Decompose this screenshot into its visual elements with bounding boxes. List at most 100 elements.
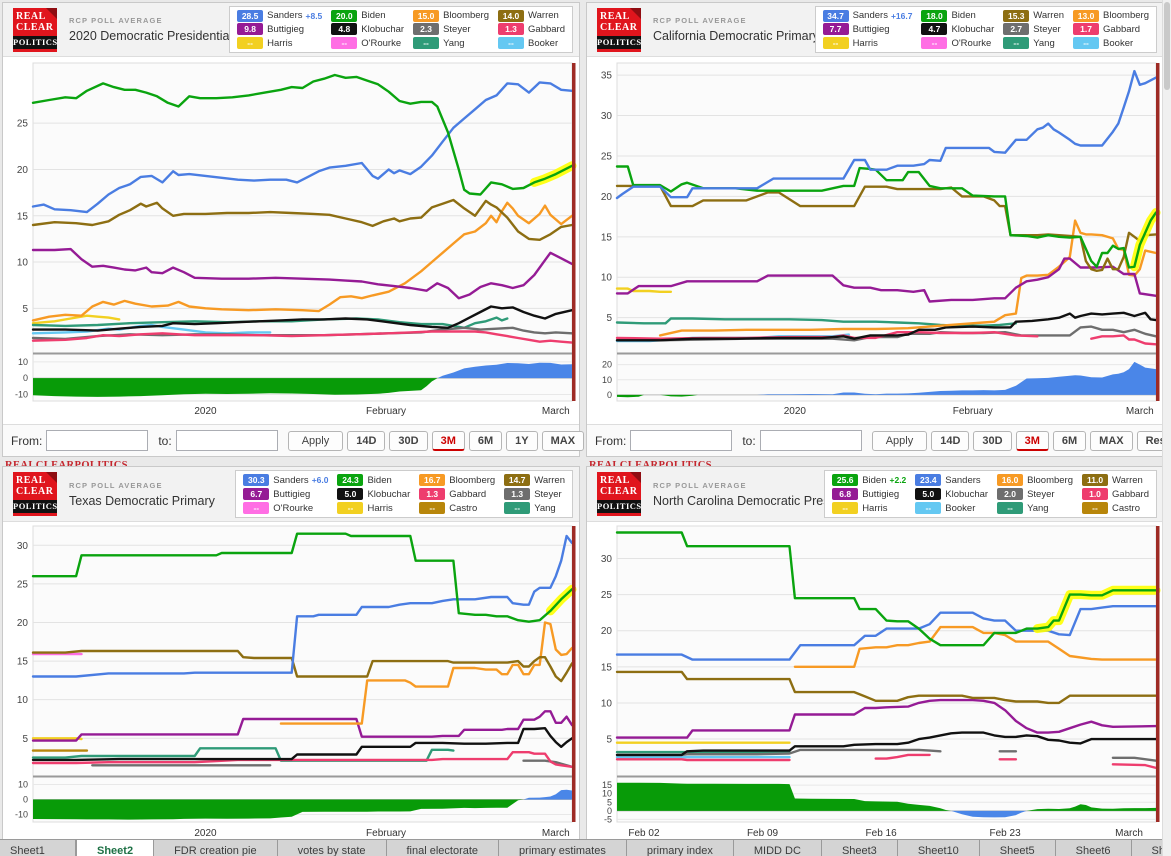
- legend-item-bloomberg[interactable]: 16.0 Bloomberg: [997, 474, 1073, 486]
- to-date-input[interactable]: [759, 430, 862, 451]
- rcp-logo[interactable]: REAL CLEAR POLITICS: [597, 472, 641, 516]
- chart-body[interactable]: 5 10 15 20 25 30 35 20 10 0 2020 February March: [587, 57, 1163, 424]
- legend-item-harris[interactable]: -- Harris: [237, 37, 322, 50]
- legend-item-booker[interactable]: -- Booker: [498, 37, 565, 50]
- legend-item-gabbard[interactable]: 1.3 Gabbard: [498, 23, 565, 36]
- legend-item-booker[interactable]: -- Booker: [915, 502, 988, 514]
- range-button-3m[interactable]: 3M: [431, 430, 465, 451]
- legend-item-castro[interactable]: -- Castro: [419, 502, 495, 514]
- legend-item-harris[interactable]: -- Harris: [832, 502, 906, 514]
- legend-item-biden[interactable]: 18.0 Biden: [921, 9, 994, 22]
- legend-item-steyer[interactable]: 1.3 Steyer: [504, 488, 565, 500]
- legend-item-biden[interactable]: 20.0 Biden: [331, 9, 404, 22]
- legend-item-harris[interactable]: -- Harris: [337, 502, 410, 514]
- legend-item-yang[interactable]: -- Yang: [504, 502, 565, 514]
- legend-item-klobuchar[interactable]: 5.0 Klobuchar: [337, 488, 410, 500]
- chart-body[interactable]: 5 10 15 20 25 30 10 0 -10 2020 February March: [3, 522, 579, 847]
- legend-item-steyer[interactable]: 2.3 Steyer: [413, 23, 489, 36]
- legend-item-sanders[interactable]: 28.5 Sanders +8.5: [237, 9, 322, 22]
- legend-item-buttigieg[interactable]: 9.8 Buttigieg: [237, 23, 322, 36]
- legend-item-steyer[interactable]: 2.7 Steyer: [1003, 23, 1064, 36]
- rcp-logo[interactable]: REAL CLEAR POLITICS: [13, 472, 57, 516]
- legend-item-bloomberg[interactable]: 16.7 Bloomberg: [419, 474, 495, 486]
- legend-item-yang[interactable]: -- Yang: [413, 37, 489, 50]
- legend-item-gabbard[interactable]: 1.0 Gabbard: [1082, 488, 1149, 500]
- legend-item-harris[interactable]: -- Harris: [822, 37, 913, 50]
- range-button-1y[interactable]: 1Y: [506, 430, 538, 451]
- poll-trend-chart[interactable]: 5 10 15 20 25 30 10 0 -10 2020 February March: [3, 522, 579, 842]
- legend-item-orourke[interactable]: -- O'Rourke: [921, 37, 994, 50]
- range-button-max[interactable]: MAX: [1090, 430, 1133, 451]
- legend-item-yang[interactable]: -- Yang: [997, 502, 1073, 514]
- from-date-input[interactable]: [630, 430, 733, 451]
- legend-item-biden[interactable]: 24.3 Biden: [337, 474, 410, 486]
- sheet-tab[interactable]: votes by state: [277, 840, 387, 856]
- legend-candidate-name: Biden: [951, 10, 976, 22]
- sheet-tab[interactable]: final electorate: [386, 840, 500, 856]
- chart-body[interactable]: 5 10 15 20 25 10 0 -10 2020 February March: [3, 57, 579, 424]
- range-button-30d[interactable]: 30D: [389, 430, 428, 451]
- spread-tick-label: -10: [15, 389, 28, 399]
- legend-candidate-name: Buttigieg: [273, 488, 311, 500]
- sheet-tab-active[interactable]: Sheet2: [76, 840, 155, 856]
- legend-item-buttigieg[interactable]: 6.8 Buttigieg: [832, 488, 906, 500]
- poll-trend-chart[interactable]: 5 10 15 20 25 30 35 20 10 0 2020 February March: [587, 57, 1163, 419]
- range-button-6m[interactable]: 6M: [468, 430, 503, 451]
- sheet-tab[interactable]: Sheet1: [0, 840, 76, 856]
- legend-item-biden[interactable]: 25.6 Biden +2.2: [832, 474, 906, 486]
- legend-item-steyer[interactable]: 2.0 Steyer: [997, 488, 1073, 500]
- scrollbar-thumb[interactable]: [1164, 2, 1170, 90]
- legend-item-warren[interactable]: 14.0 Warren: [498, 9, 565, 22]
- legend-candidate-name: Biden: [367, 474, 392, 486]
- sheet-tab[interactable]: Sheet3: [821, 840, 898, 856]
- legend-item-castro[interactable]: -- Castro: [1082, 502, 1149, 514]
- apply-button[interactable]: Apply: [287, 430, 344, 451]
- legend-item-klobuchar[interactable]: 4.8 Klobuchar: [331, 23, 404, 36]
- range-button-6m[interactable]: 6M: [1052, 430, 1087, 451]
- legend-item-bloomberg[interactable]: 15.0 Bloomberg: [413, 9, 489, 22]
- legend-item-orourke[interactable]: -- O'Rourke: [243, 502, 328, 514]
- sheet-tab[interactable]: Sheet6: [1055, 840, 1132, 856]
- sheet-tab[interactable]: MIDD DC: [733, 840, 822, 856]
- apply-button[interactable]: Apply: [871, 430, 928, 451]
- legend-item-sanders[interactable]: 34.7 Sanders +16.7: [822, 9, 912, 22]
- legend-item-klobuchar[interactable]: 5.0 Klobuchar: [915, 488, 988, 500]
- legend-item-klobuchar[interactable]: 4.7 Klobuchar: [921, 23, 994, 36]
- legend-item-warren[interactable]: 11.0 Warren: [1082, 474, 1149, 486]
- legend-item-sanders[interactable]: 23.4 Sanders: [915, 474, 988, 486]
- legend-item-buttigieg[interactable]: 7.7 Buttigieg: [822, 23, 913, 36]
- range-button-30d[interactable]: 30D: [973, 430, 1012, 451]
- legend-item-orourke[interactable]: -- O'Rourke: [331, 37, 404, 50]
- poll-trend-chart[interactable]: 5 10 15 20 25 10 0 -10 2020 February March: [3, 57, 579, 419]
- range-button-max[interactable]: MAX: [541, 430, 585, 451]
- legend-value-badge: 23.4: [915, 474, 942, 486]
- legend-item-gabbard[interactable]: 1.7 Gabbard: [1073, 23, 1149, 36]
- legend-item-booker[interactable]: -- Booker: [1073, 37, 1149, 50]
- range-button-14d[interactable]: 14D: [931, 430, 970, 451]
- sheet-tab[interactable]: Sheet10: [897, 840, 980, 856]
- legend-item-buttigieg[interactable]: 6.7 Buttigieg: [243, 488, 328, 500]
- legend-candidate-name: Bloomberg: [449, 474, 496, 486]
- sheet-tab[interactable]: primary estimates: [499, 840, 627, 856]
- rcp-logo[interactable]: REAL CLEAR POLITICS: [13, 7, 57, 52]
- sheet-tab[interactable]: Sheet5: [979, 840, 1056, 856]
- legend-item-warren[interactable]: 15.3 Warren: [1003, 9, 1064, 22]
- legend-item-gabbard[interactable]: 1.3 Gabbard: [419, 488, 495, 500]
- legend-value-badge: --: [1082, 502, 1109, 514]
- sheet-tab[interactable]: Sheet9: [1131, 840, 1171, 856]
- chart-body[interactable]: 5 10 15 20 25 30 15 10 5 0 -5 Feb 02 Feb 09 Feb 16 Feb…: [587, 522, 1163, 847]
- legend-item-warren[interactable]: 14.7 Warren: [504, 474, 565, 486]
- legend-item-bloomberg[interactable]: 13.0 Bloomberg: [1073, 9, 1149, 22]
- legend-item-yang[interactable]: -- Yang: [1003, 37, 1064, 50]
- rcp-logo[interactable]: REAL CLEAR POLITICS: [597, 7, 641, 52]
- to-date-input[interactable]: [175, 430, 278, 451]
- range-button-3m[interactable]: 3M: [1015, 430, 1049, 451]
- legend-item-sanders[interactable]: 30.3 Sanders +6.0: [243, 474, 328, 486]
- range-button-14d[interactable]: 14D: [347, 430, 386, 451]
- sheet-tab[interactable]: FDR creation pie: [154, 840, 278, 856]
- legend-value-badge: 15.3: [1003, 9, 1030, 22]
- sheet-tab[interactable]: primary index: [626, 840, 734, 856]
- from-date-input[interactable]: [46, 430, 149, 451]
- vertical-scrollbar[interactable]: [1162, 0, 1171, 856]
